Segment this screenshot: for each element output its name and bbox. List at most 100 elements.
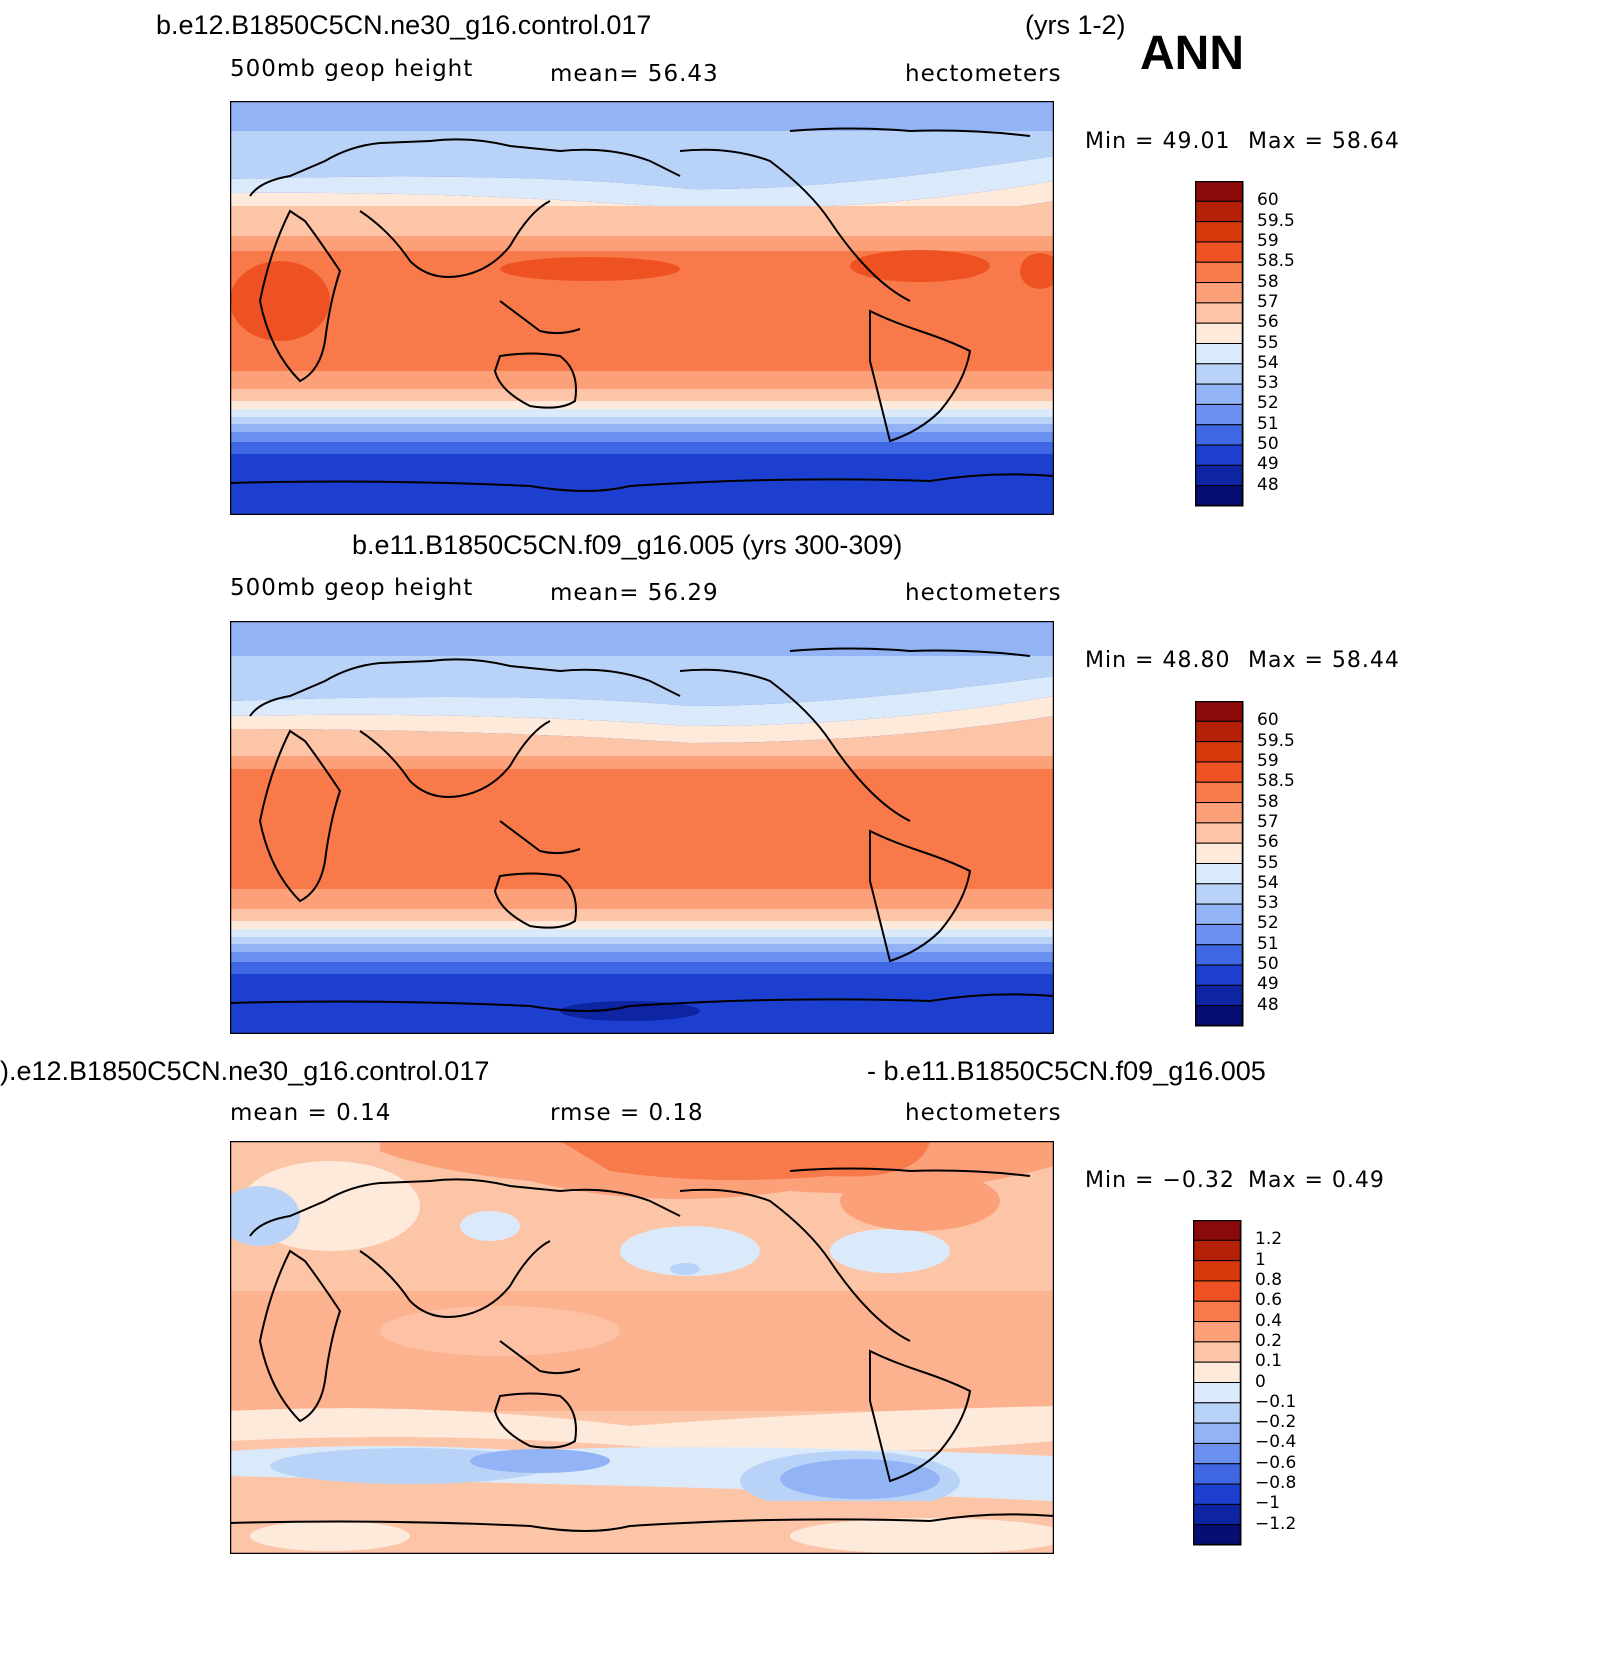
labelbar-tick-label: 59 (1257, 230, 1279, 251)
labelbar-box (1195, 403, 1244, 426)
labelbar-box (1195, 761, 1244, 783)
labelbar-tick-label: 59.5 (1257, 210, 1295, 231)
labelbar-box (1195, 903, 1244, 925)
panel3-units: hectometers (905, 1100, 1062, 1126)
labelbar-box (1195, 241, 1244, 263)
labelbar-tick-label: 53 (1257, 373, 1279, 394)
labelbar-tick-label: 0.1 (1255, 1351, 1283, 1372)
labelbar-box (1193, 1260, 1242, 1282)
labelbar-tick-label: −1.2 (1255, 1513, 1297, 1534)
labelbar-tick-label: 57 (1257, 291, 1279, 312)
labelbar-box (1195, 1005, 1244, 1027)
labelbar-tick-label: 0.4 (1255, 1310, 1283, 1331)
panel2-title: b.e11.B1850C5CN.f09_g16.005 (yrs 300-309… (352, 530, 903, 560)
labelbar-tick-label: 54 (1257, 352, 1279, 373)
labelbar-tick-label: 0.8 (1255, 1269, 1283, 1290)
labelbar-tick-label: 51 (1257, 933, 1279, 954)
panel1-years: (yrs 1-2) (1025, 10, 1126, 40)
panel3-rmse: rmse = 0.18 (550, 1100, 704, 1126)
labelbar-tick-label: −0.2 (1255, 1412, 1297, 1433)
labelbar-tick-label: 58.5 (1257, 251, 1295, 272)
labelbar-tick-label: 50 (1257, 434, 1279, 455)
labelbar-box (1195, 200, 1244, 223)
labelbar-box (1195, 964, 1244, 986)
labelbar-box (1193, 1239, 1242, 1262)
labelbar-tick-label: −1 (1255, 1493, 1281, 1514)
labelbar-box (1195, 802, 1244, 824)
labelbar-box (1193, 1321, 1242, 1343)
labelbar-box (1193, 1503, 1242, 1526)
labelbar-box (1193, 1280, 1242, 1302)
labelbar-tick-label: 52 (1257, 913, 1279, 934)
labelbar-tick-label: 58 (1257, 791, 1279, 812)
labelbar-box (1193, 1524, 1242, 1546)
labelbar-box (1195, 343, 1244, 365)
season-label: ANN (1140, 27, 1244, 80)
labelbar-tick-label: 49 (1257, 454, 1279, 475)
panel3-title-left: ).e12.B1850C5CN.ne30_g16.control.017 (0, 1056, 490, 1086)
labelbar-box (1193, 1382, 1242, 1404)
panel1-title: b.e12.B1850C5CN.ne30_g16.control.017 (156, 10, 652, 40)
panel1-map (230, 101, 1054, 515)
panel1-min: Min = 49.01 (1085, 129, 1231, 154)
labelbar-tick-label: 0.2 (1255, 1330, 1283, 1351)
panel1-mean: mean= 56.43 (550, 61, 719, 87)
labelbar-tick-label: 51 (1257, 413, 1279, 434)
labelbar-tick-label: 50 (1257, 954, 1279, 975)
labelbar-tick-label: 48 (1257, 994, 1279, 1015)
panel1-labelbar (1195, 181, 1244, 507)
labelbar-tick-label: 52 (1257, 393, 1279, 414)
labelbar-box (1193, 1341, 1242, 1363)
panel1-variable: 500mb geop height (230, 56, 474, 82)
labelbar-box (1195, 181, 1244, 202)
labelbar-box (1195, 444, 1244, 466)
labelbar-tick-label: 59 (1257, 750, 1279, 771)
labelbar-tick-label: 56 (1257, 312, 1279, 333)
labelbar-box (1195, 363, 1244, 385)
labelbar-box (1193, 1483, 1242, 1505)
labelbar-box (1193, 1300, 1242, 1323)
panel2-mean: mean= 56.29 (550, 580, 719, 606)
labelbar-tick-label: 48 (1257, 474, 1279, 495)
labelbar-tick-label: 54 (1257, 872, 1279, 893)
labelbar-tick-label: 55 (1257, 332, 1279, 353)
panel1-units: hectometers (905, 61, 1062, 87)
labelbar-tick-label: 56 (1257, 832, 1279, 853)
labelbar-tick-label: 60 (1257, 190, 1279, 211)
labelbar-tick-label: 60 (1257, 710, 1279, 731)
labelbar-tick-label: 58 (1257, 271, 1279, 292)
labelbar-tick-label: −0.4 (1255, 1432, 1297, 1453)
labelbar-tick-label: 55 (1257, 852, 1279, 873)
panel3-map (230, 1141, 1054, 1554)
labelbar-box (1195, 720, 1244, 743)
labelbar-tick-label: 1.2 (1255, 1229, 1283, 1250)
labelbar-tick-label: 0.6 (1255, 1290, 1283, 1311)
labelbar-box (1195, 781, 1244, 804)
labelbar-tick-label: 57 (1257, 811, 1279, 832)
labelbar-box (1195, 863, 1244, 885)
panel2-labelbar (1195, 701, 1244, 1027)
labelbar-box (1195, 984, 1244, 1007)
panel2-max: Max = 58.44 (1248, 648, 1400, 673)
labelbar-box (1195, 701, 1244, 722)
labelbar-tick-label: 59.5 (1257, 730, 1295, 751)
labelbar-box (1195, 424, 1244, 446)
labelbar-box (1195, 383, 1244, 405)
labelbar-tick-label: 0 (1255, 1371, 1266, 1392)
labelbar-box (1193, 1442, 1242, 1465)
labelbar-tick-label: 1 (1255, 1249, 1266, 1270)
panel3-mean: mean = 0.14 (230, 1100, 392, 1126)
labelbar-box (1195, 302, 1244, 324)
labelbar-box (1193, 1463, 1242, 1485)
labelbar-box (1195, 822, 1244, 844)
labelbar-tick-label: 58.5 (1257, 771, 1295, 792)
labelbar-box (1193, 1422, 1242, 1444)
labelbar-box (1195, 464, 1244, 487)
labelbar-tick-label: −0.1 (1255, 1391, 1297, 1412)
panel2-map (230, 621, 1054, 1034)
labelbar-box (1193, 1361, 1242, 1383)
labelbar-tick-label: −0.8 (1255, 1473, 1297, 1494)
labelbar-box (1195, 261, 1244, 284)
labelbar-box (1195, 883, 1244, 905)
labelbar-tick-label: 53 (1257, 893, 1279, 914)
